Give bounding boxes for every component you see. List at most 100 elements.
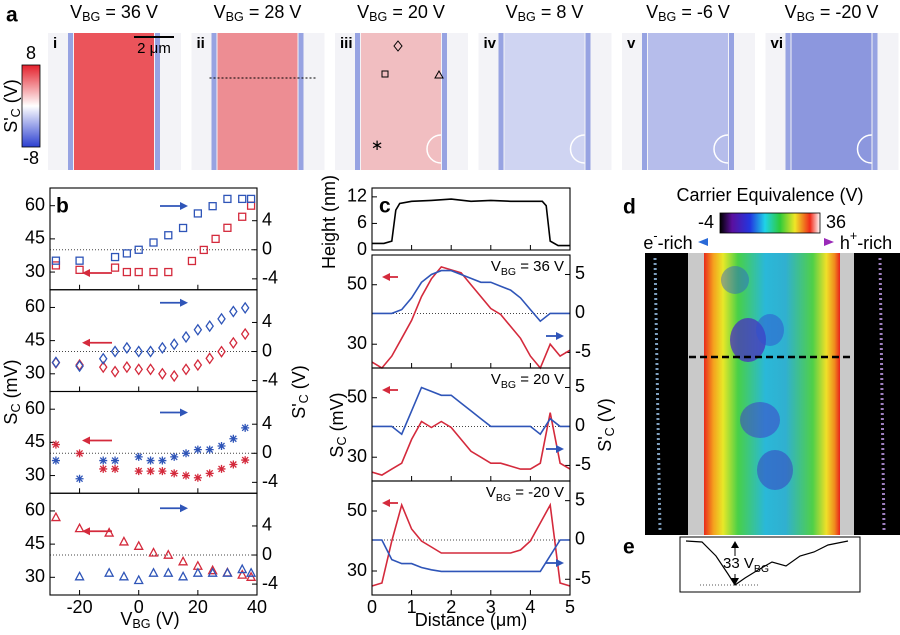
point (118, 570, 130, 581)
y2-tick-label: 0 (262, 442, 272, 462)
tip-arc (713, 134, 729, 164)
side-label-part: + (850, 229, 857, 243)
point (241, 456, 250, 465)
side-label-part: -rich (658, 233, 693, 253)
y2-tick-label: -4 (262, 369, 278, 389)
plot-frame (49, 289, 258, 393)
point (192, 567, 203, 577)
point (133, 540, 144, 550)
site-marker (381, 70, 389, 78)
map-flake (791, 33, 872, 170)
y2-axis-label: S'C (V) (595, 398, 618, 452)
y-axis-label-part: S (327, 446, 347, 458)
point (207, 564, 218, 575)
map-flake (504, 33, 585, 170)
arrow-head (180, 504, 188, 513)
map-flake (648, 33, 728, 170)
point (241, 423, 250, 432)
point (146, 456, 155, 465)
y2-axis-label-part: S' (289, 403, 309, 418)
point (134, 363, 144, 376)
x-tick-label: 2 (446, 597, 456, 617)
point (158, 367, 167, 380)
point (193, 445, 202, 454)
point (51, 440, 60, 449)
map-edge (442, 33, 447, 170)
point (146, 363, 155, 376)
data-line (372, 198, 570, 247)
x-axis-label: VBG (V) (120, 609, 179, 632)
arrow-head (556, 559, 564, 567)
profile-annotation-part: 33 V (723, 555, 754, 572)
point (217, 442, 226, 451)
point (246, 201, 256, 210)
y-axis-label-part: S (1, 413, 21, 425)
colorbar-max: 36 (826, 212, 846, 232)
panel-label: c (379, 195, 391, 218)
point (182, 449, 191, 458)
point (181, 330, 191, 344)
map-edge (211, 33, 217, 170)
map-flake (217, 33, 298, 170)
image-title-part: BG (369, 10, 387, 24)
y-tick-label: 30 (347, 446, 367, 466)
image-title-part: = -20 V (815, 2, 879, 22)
y-tick-label: 30 (25, 363, 45, 383)
point (211, 234, 220, 244)
point (158, 467, 167, 476)
y-axis-label: SC (mV) (1, 359, 24, 424)
point (122, 249, 132, 258)
map-edge (68, 33, 73, 170)
y2-tick-label: 0 (575, 529, 585, 549)
map-flake (704, 253, 840, 535)
point (178, 223, 188, 233)
point (205, 445, 214, 454)
point (229, 434, 238, 443)
arrow-head (382, 386, 390, 394)
point (133, 574, 144, 585)
y2-tick-label: 0 (575, 302, 585, 322)
point (169, 338, 179, 351)
point (51, 261, 61, 270)
colorbar-label-part: C (9, 108, 23, 117)
point (51, 256, 61, 265)
colorbar-min: -4 (698, 212, 714, 232)
annotation-part: BG (501, 379, 516, 391)
point (104, 567, 115, 577)
point (169, 369, 179, 383)
y-tick-label: 0 (357, 239, 367, 259)
y-axis-label-part: (mV) (327, 392, 347, 436)
panel-label: b (56, 195, 69, 218)
image-title: VBG = 36 V (70, 2, 158, 25)
map-edge (653, 257, 662, 531)
arrow-head (824, 238, 834, 246)
y-tick-label: 50 (347, 273, 367, 293)
point (229, 336, 238, 349)
arrow-head (180, 298, 188, 307)
tip-arc (426, 134, 442, 164)
profile-line (685, 540, 849, 586)
map-flake (74, 33, 154, 170)
image-title-part: BG (226, 10, 244, 24)
map-edge (155, 33, 160, 170)
colorbar-min: -8 (23, 148, 39, 168)
x-tick-label: 20 (188, 597, 208, 617)
site-marker (393, 40, 403, 52)
point (199, 245, 208, 255)
point (164, 267, 173, 277)
data-line (372, 386, 570, 436)
point (237, 563, 248, 574)
point (98, 352, 108, 365)
point (163, 549, 174, 559)
annotation-part: V (486, 484, 496, 501)
colorbar-label-part: (V) (1, 79, 21, 108)
image-numeral: iii (340, 35, 353, 52)
data-line (372, 539, 570, 573)
image-title-part: V (785, 2, 797, 22)
map-edge (729, 33, 734, 170)
point (75, 256, 84, 265)
x-tick-label: 0 (367, 597, 377, 617)
arrow-head (556, 445, 564, 453)
annotation: VBG = 36 V (491, 258, 564, 278)
image-title: VBG = -6 V (646, 2, 730, 25)
